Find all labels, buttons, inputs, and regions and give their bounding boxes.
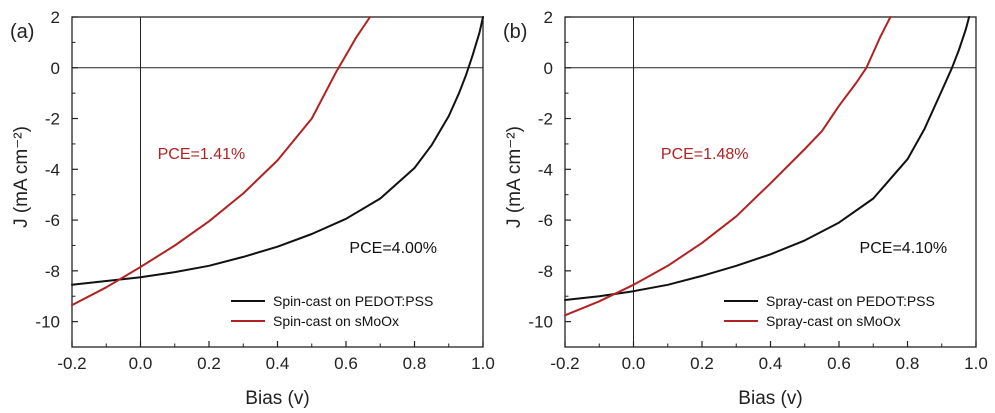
series-line-smoox bbox=[71, 16, 371, 307]
y-tick-label: -8 bbox=[45, 262, 60, 281]
x-tick-label: 1.0 bbox=[964, 354, 988, 373]
series-line-pedot-pss bbox=[71, 16, 484, 286]
y-tick-label: 0 bbox=[544, 59, 553, 78]
y-tick-label: -2 bbox=[45, 110, 60, 129]
y-tick-label: -4 bbox=[45, 160, 60, 179]
y-axis-title: J (mA cm⁻²) bbox=[504, 126, 525, 228]
legend-label: Spray-cast on sMoOx bbox=[766, 313, 901, 329]
legend-label: Spin-cast on PEDOT:PSS bbox=[273, 293, 433, 309]
y-axis-title: J (mA cm⁻²) bbox=[11, 126, 32, 228]
x-tick-label: 0.6 bbox=[827, 354, 851, 373]
x-axis-title: Bias (v) bbox=[738, 388, 802, 409]
x-tick-label: 0.6 bbox=[334, 354, 358, 373]
chart-panel-a: -0.2 0.0 0.2 0.4 0.6 0.8 1.0 2 0 -2 -4 -6 -8 -10 Bias … bbox=[10, 8, 495, 409]
pce-annotation-red: PCE=1.48% bbox=[661, 146, 749, 163]
y-tick-label: 2 bbox=[544, 8, 553, 27]
pce-annotation-black: PCE=4.10% bbox=[860, 240, 948, 257]
y-tick-label: -10 bbox=[528, 313, 553, 332]
x-tick-label: 0.2 bbox=[197, 354, 221, 373]
y-tick-label: -10 bbox=[35, 313, 60, 332]
x-tick-label: 0.8 bbox=[403, 354, 427, 373]
y-tick-label: -4 bbox=[538, 160, 553, 179]
y-tick-label: 2 bbox=[51, 8, 60, 27]
pce-annotation-red: PCE=1.41% bbox=[158, 146, 246, 163]
series-line-smoox bbox=[564, 16, 892, 317]
y-tick-label: -2 bbox=[538, 110, 553, 129]
legend-label: Spray-cast on PEDOT:PSS bbox=[766, 293, 935, 309]
panel-label: (a) bbox=[10, 21, 34, 43]
panel-label: (b) bbox=[503, 21, 527, 43]
x-tick-label: 0.4 bbox=[759, 354, 783, 373]
x-tick-label: 1.0 bbox=[471, 354, 495, 373]
x-tick-label: 0.4 bbox=[266, 354, 290, 373]
y-tick-label: -6 bbox=[538, 211, 553, 230]
y-tick-label: -8 bbox=[538, 262, 553, 281]
y-tick-label: -6 bbox=[45, 211, 60, 230]
series-line-pedot-pss bbox=[564, 16, 971, 301]
x-tick-label: 0.2 bbox=[690, 354, 714, 373]
x-axis-title: Bias (v) bbox=[245, 388, 309, 409]
x-tick-label: -0.2 bbox=[550, 354, 579, 373]
x-tick-label: -0.2 bbox=[57, 354, 86, 373]
x-tick-label: 0.0 bbox=[622, 354, 646, 373]
legend-label: Spin-cast on sMoOx bbox=[273, 313, 399, 329]
x-tick-label: 0.0 bbox=[129, 354, 153, 373]
chart-panel-b: -0.2 0.0 0.2 0.4 0.6 0.8 1.0 2 0 -2 -4 -6 -8 -10 Bias … bbox=[503, 8, 988, 409]
x-tick-label: 0.8 bbox=[896, 354, 920, 373]
y-tick-label: 0 bbox=[51, 59, 60, 78]
pce-annotation-black: PCE=4.00% bbox=[349, 240, 437, 257]
